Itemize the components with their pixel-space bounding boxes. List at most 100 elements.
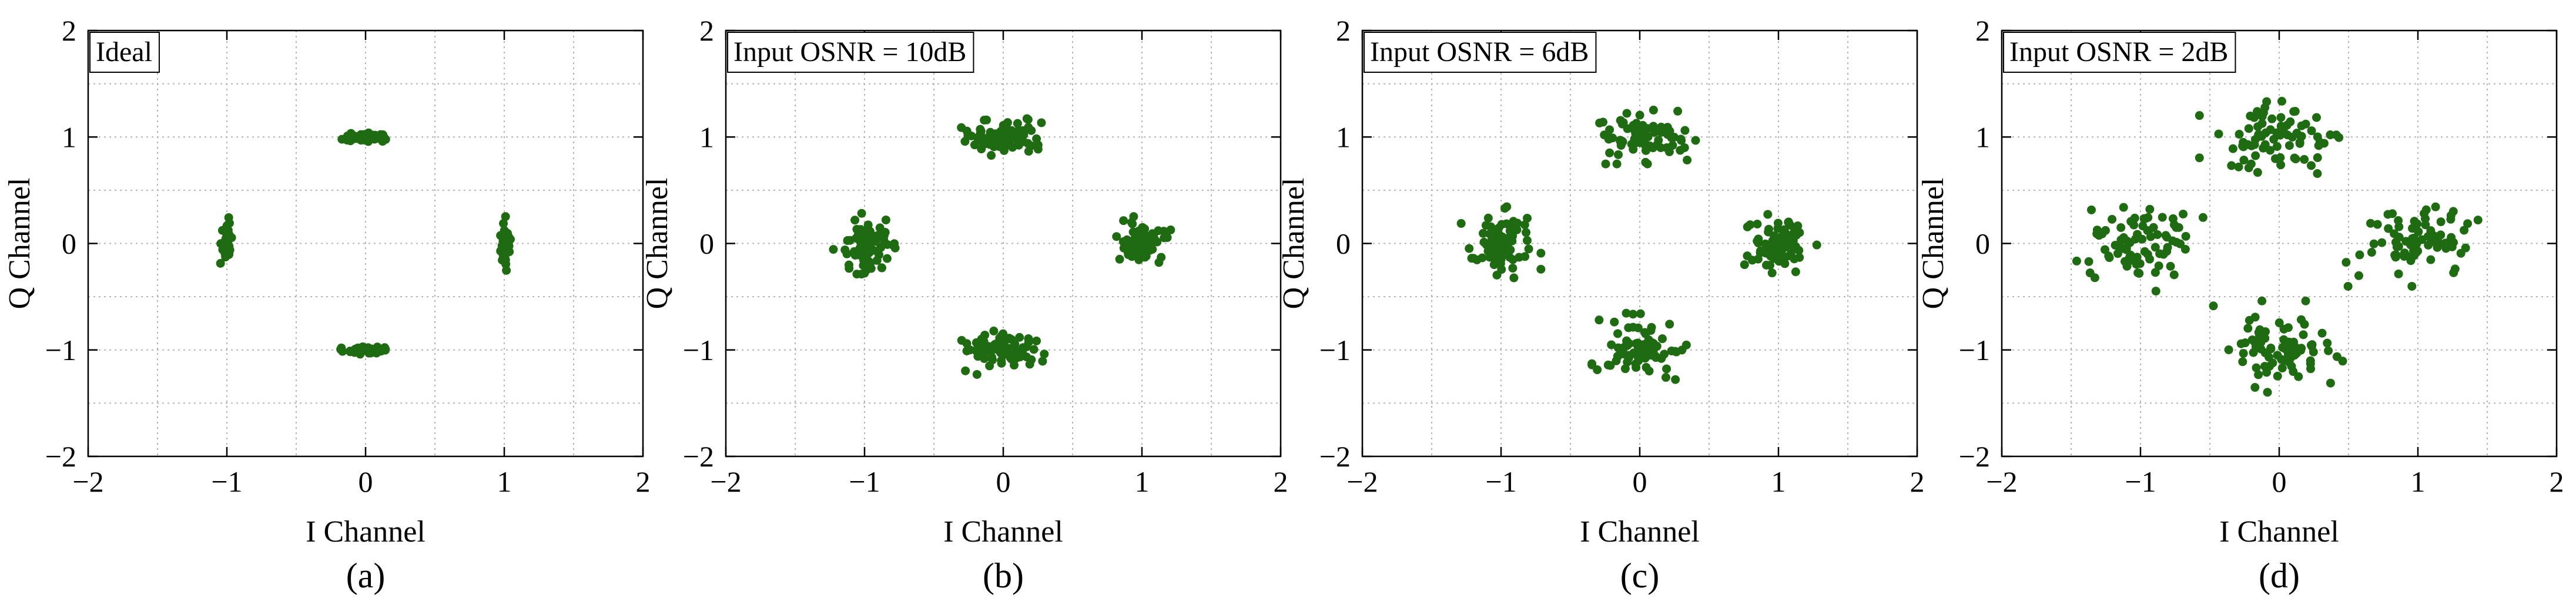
data-point	[2153, 230, 2162, 239]
data-point	[852, 224, 862, 234]
data-point	[1012, 354, 1021, 363]
data-point	[1651, 351, 1660, 361]
axis-ticks: −2 −1 0 1 2 −2 −1 0 1 2	[1959, 14, 2564, 498]
data-point	[378, 137, 387, 146]
data-point	[2145, 204, 2155, 214]
data-point	[1496, 237, 1506, 246]
legend-title: Input OSNR = 10dB	[733, 36, 966, 68]
data-point	[1115, 254, 1124, 264]
data-point	[1506, 245, 1515, 254]
y-tick-label: −1	[683, 334, 714, 367]
data-point	[1593, 365, 1602, 374]
legend-box: Ideal	[89, 32, 160, 73]
data-point	[2367, 248, 2376, 257]
data-point	[1509, 273, 1519, 283]
data-point	[2234, 162, 2243, 172]
data-point	[873, 231, 883, 240]
data-point	[1015, 332, 1024, 342]
x-tick-label: 0	[2272, 465, 2287, 498]
data-point	[1135, 250, 1145, 259]
data-point	[2301, 119, 2310, 129]
data-point	[2072, 256, 2081, 265]
y-tick-label: 2	[699, 14, 714, 47]
x-axis-label: I Channel	[1580, 515, 1700, 549]
data-point	[2264, 352, 2273, 362]
x-tick-label: −1	[211, 465, 242, 498]
data-point	[877, 263, 886, 273]
x-tick-label: 0	[996, 465, 1011, 498]
data-point	[2235, 130, 2244, 139]
data-point	[224, 213, 233, 222]
legend-title: Ideal	[96, 36, 152, 68]
data-point	[2144, 226, 2153, 236]
data-point	[857, 209, 866, 218]
panel-label: (d)	[2259, 556, 2300, 595]
data-point	[1009, 343, 1018, 352]
data-point	[1160, 233, 1169, 243]
data-point	[2401, 237, 2411, 246]
data-point	[2284, 141, 2294, 150]
data-point	[1479, 237, 1489, 247]
data-point	[1780, 243, 1790, 252]
data-point	[2224, 345, 2233, 355]
data-point	[1536, 264, 1546, 274]
data-point	[2257, 296, 2267, 305]
data-point	[1673, 106, 1683, 116]
data-point	[1652, 140, 1661, 150]
data-point	[1481, 221, 1490, 230]
data-point	[1680, 126, 1690, 135]
data-point	[1773, 224, 1783, 233]
data-point	[2343, 281, 2353, 291]
data-point	[2179, 209, 2188, 219]
x-tick-label: 1	[1135, 465, 1150, 498]
data-point	[2214, 129, 2223, 139]
data-point	[1671, 347, 1681, 357]
data-point	[1632, 138, 1642, 147]
data-point	[984, 344, 993, 353]
data-point	[2239, 156, 2249, 165]
data-point	[1624, 352, 1633, 362]
data-point	[2277, 96, 2286, 106]
data-point	[1680, 143, 1689, 152]
data-point	[2407, 281, 2417, 291]
data-point	[1489, 260, 1499, 270]
data-point	[1006, 127, 1015, 136]
data-point	[381, 344, 390, 354]
data-point	[2180, 244, 2190, 254]
data-point	[1614, 150, 1623, 159]
data-point	[2266, 343, 2276, 352]
x-tick-label: 1	[2411, 465, 2426, 498]
data-point	[2421, 220, 2430, 230]
x-tick-label: −2	[1346, 465, 1378, 498]
data-point	[2307, 126, 2316, 136]
axis-ticks: −2 −1 0 1 2 −2 −1 0 1 2	[683, 14, 1288, 498]
y-tick-label: −1	[1319, 334, 1351, 367]
data-point	[1603, 360, 1613, 369]
data-point	[1478, 228, 1488, 238]
data-point	[2290, 153, 2299, 163]
data-point	[2267, 114, 2277, 123]
y-tick-label: 1	[1975, 120, 1990, 153]
data-point	[2307, 340, 2317, 349]
data-point	[980, 115, 989, 125]
data-point	[962, 346, 972, 355]
y-tick-label: 2	[1336, 14, 1351, 47]
data-point	[362, 130, 371, 140]
data-point	[843, 236, 852, 246]
data-point	[1779, 229, 1788, 238]
data-points	[1456, 105, 1821, 384]
y-axis-label: Q Channel	[1917, 178, 1950, 310]
data-point	[980, 354, 989, 363]
data-point	[2306, 364, 2316, 374]
data-point	[1764, 227, 1773, 237]
y-tick-label: −2	[1959, 440, 1990, 473]
data-point	[1594, 315, 1604, 325]
data-point	[840, 245, 850, 254]
scatter-panel-2: −2 −1 0 1 2 −2 −1 0 1 2 I Channel Q Channel Input OS…	[641, 14, 1288, 595]
data-point	[1522, 228, 1531, 237]
data-point	[961, 366, 970, 375]
data-point	[991, 342, 1000, 351]
data-point	[1661, 373, 1670, 382]
data-point	[1119, 216, 1128, 226]
data-point	[993, 132, 1003, 141]
